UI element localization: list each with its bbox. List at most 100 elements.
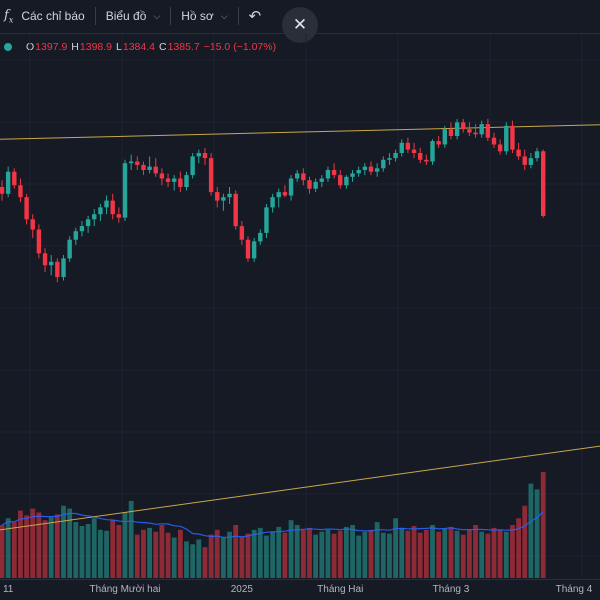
candle-body bbox=[258, 232, 263, 242]
volume-bar bbox=[380, 532, 386, 578]
candle-body bbox=[454, 122, 460, 136]
candle-body bbox=[325, 170, 331, 179]
volume-bar bbox=[307, 527, 312, 578]
candle-body bbox=[479, 124, 484, 135]
candle-body bbox=[522, 156, 527, 165]
candle-body bbox=[295, 173, 300, 179]
candle-body bbox=[233, 193, 238, 227]
volume-bar bbox=[208, 534, 214, 578]
undo-icon: ↶ bbox=[248, 8, 262, 25]
candle-body bbox=[387, 158, 392, 160]
chart-type-button[interactable]: Biểu đồ ⌵ bbox=[100, 0, 167, 32]
volume-bar bbox=[294, 525, 300, 578]
volume-bar bbox=[165, 532, 171, 578]
candle-body bbox=[24, 197, 29, 220]
volume-bar bbox=[454, 530, 460, 578]
toolbar-divider bbox=[237, 7, 239, 25]
top-toolbar: fx Các chỉ báo Biểu đồ ⌵ Hồ sơ ⌵ ↶ bbox=[0, 0, 600, 32]
candle-body bbox=[0, 187, 5, 194]
volume-bar bbox=[221, 537, 226, 578]
candle-body bbox=[338, 175, 343, 186]
volume-bar bbox=[177, 529, 183, 578]
candle-body bbox=[49, 261, 54, 266]
volume-bar bbox=[374, 522, 380, 578]
x-tick-label: 2025 bbox=[230, 584, 253, 595]
candle-body bbox=[85, 219, 91, 227]
candle-body bbox=[61, 258, 66, 278]
price-chart[interactable] bbox=[0, 0, 600, 580]
volume-bar bbox=[134, 534, 140, 578]
candle-body bbox=[239, 226, 245, 240]
volume-bar bbox=[491, 527, 497, 578]
volume-bar bbox=[227, 531, 232, 578]
volume-bar bbox=[48, 517, 54, 578]
candle-body bbox=[374, 168, 380, 172]
candle-body bbox=[319, 178, 324, 182]
volume-bar bbox=[448, 526, 454, 578]
volume-bar bbox=[325, 529, 331, 578]
candle-body bbox=[172, 178, 177, 182]
candle-body bbox=[184, 175, 189, 187]
chevron-down-icon: ⌵ bbox=[153, 10, 161, 21]
open-value: 1397.9 bbox=[35, 41, 68, 53]
close-button[interactable]: ✕ bbox=[282, 7, 318, 43]
candle-body bbox=[276, 192, 281, 198]
candle-body bbox=[227, 193, 232, 198]
candle-body bbox=[368, 166, 374, 172]
candle-body bbox=[448, 129, 454, 136]
candle-body bbox=[381, 159, 386, 169]
volume-bar bbox=[331, 533, 337, 578]
candle-body bbox=[393, 153, 398, 159]
volume-bar bbox=[36, 512, 42, 578]
volume-bar bbox=[319, 531, 325, 578]
x-tick-label: Tháng Mười hai bbox=[89, 584, 161, 595]
volume-bar bbox=[405, 530, 411, 578]
volume-bar bbox=[497, 529, 503, 578]
candle-body bbox=[67, 239, 72, 259]
candle-body bbox=[165, 178, 171, 182]
volume-bar bbox=[417, 532, 423, 578]
low-label: L bbox=[116, 41, 122, 53]
volume-bar bbox=[442, 528, 448, 578]
candle-body bbox=[18, 185, 23, 198]
candle-body bbox=[350, 173, 355, 177]
profile-button[interactable]: Hồ sơ ⌵ bbox=[175, 0, 233, 32]
candle-body bbox=[92, 214, 97, 220]
candle-body bbox=[411, 149, 417, 153]
candle-body bbox=[344, 176, 349, 186]
volume-bar bbox=[356, 535, 362, 578]
candle-body bbox=[282, 192, 288, 196]
candle-body bbox=[128, 161, 134, 164]
volume-bar bbox=[362, 531, 368, 578]
candle-body bbox=[461, 122, 466, 130]
volume-bar bbox=[430, 525, 435, 578]
candle-body bbox=[104, 200, 109, 208]
candle-body bbox=[485, 124, 491, 138]
candle-body bbox=[430, 141, 435, 162]
volume-bar bbox=[104, 530, 109, 578]
candle-body bbox=[159, 173, 165, 179]
undo-button[interactable]: ↶ bbox=[243, 0, 268, 32]
volume-bar bbox=[85, 524, 91, 578]
volume-bar bbox=[91, 518, 97, 578]
candle-body bbox=[331, 170, 337, 176]
close-icon: ✕ bbox=[292, 15, 308, 34]
candle-body bbox=[473, 132, 478, 135]
toolbar-divider bbox=[170, 7, 172, 25]
candle-body bbox=[202, 153, 208, 159]
volume-bar bbox=[79, 525, 85, 578]
indicators-button[interactable]: fx Các chỉ báo bbox=[0, 0, 91, 32]
volume-bar bbox=[24, 515, 29, 578]
volume-bar bbox=[122, 512, 128, 578]
high-value: 1398.9 bbox=[79, 41, 113, 53]
volume-bar bbox=[128, 500, 134, 578]
volume-bar bbox=[184, 541, 189, 578]
candle-body bbox=[528, 158, 534, 165]
fx-icon: fx bbox=[4, 7, 14, 25]
candle-body bbox=[356, 170, 361, 174]
candle-body bbox=[436, 141, 441, 145]
candle-body bbox=[30, 219, 35, 230]
volume-bar bbox=[337, 530, 343, 578]
high-label: H bbox=[71, 41, 79, 53]
